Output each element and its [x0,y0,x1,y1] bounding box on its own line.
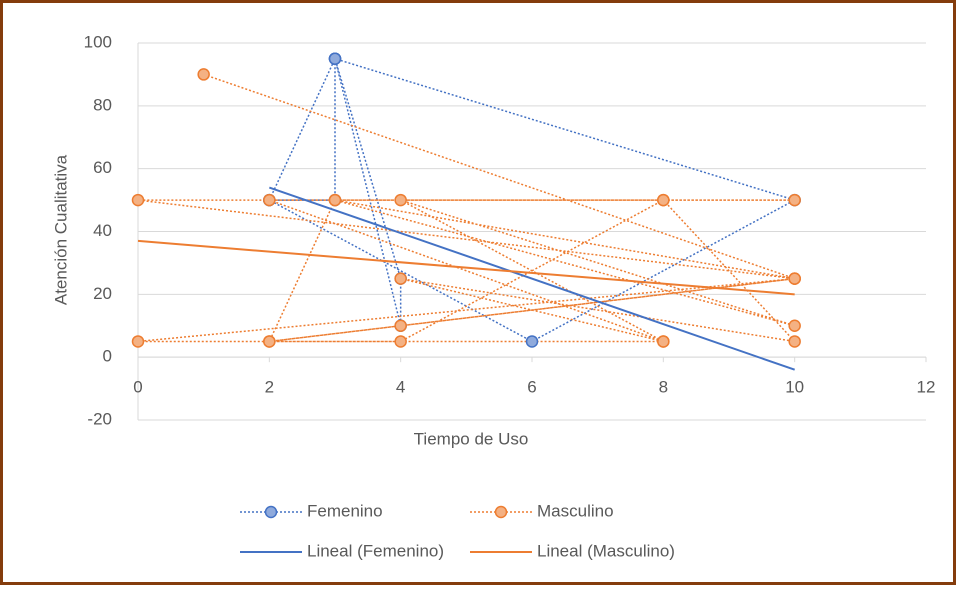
marker [394,193,407,207]
legend-marker [494,505,508,519]
y-axis-title: Atención Cualitativa [51,154,70,305]
x-tick-label: 2 [265,378,274,397]
trend-line [269,186,795,371]
y-tick-label: -20 [87,409,112,428]
trend-line [137,239,795,296]
series-line [268,56,797,343]
marker [657,335,670,348]
x-axis-title: Tiempo de Uso [414,429,529,448]
marker [328,52,342,65]
y-tick-label: 0 [103,347,112,366]
marker [131,335,145,348]
marker [657,193,670,207]
y-tick-label: 40 [93,221,112,240]
marker [263,335,276,348]
legend-marker [264,505,278,519]
x-tick-label: 10 [785,378,804,397]
legend-label: Femenino [307,501,383,520]
marker [788,193,801,207]
marker [328,193,342,207]
marker [788,319,801,332]
y-tick-label: 60 [93,158,112,177]
x-tick-label: 6 [527,378,536,397]
marker [788,335,801,348]
x-tick-label: 12 [917,378,936,397]
marker [394,335,407,348]
marker [394,319,407,332]
x-tick-label: 4 [396,378,405,397]
marker [788,272,801,285]
x-tick-label: 8 [659,378,668,397]
series-line [137,73,797,343]
legend-label: Masculino [537,501,614,520]
y-tick-label: 100 [84,32,112,51]
marker [394,272,407,285]
marker [263,193,276,207]
marker [197,68,210,81]
y-tick-label: 20 [93,284,112,303]
y-tick-label: 80 [93,95,112,114]
marker [525,335,539,348]
legend-label: Lineal (Femenino) [307,541,444,560]
marker [131,193,145,207]
legend-label: Lineal (Masculino) [537,541,675,560]
x-tick-label: 0 [133,378,142,397]
